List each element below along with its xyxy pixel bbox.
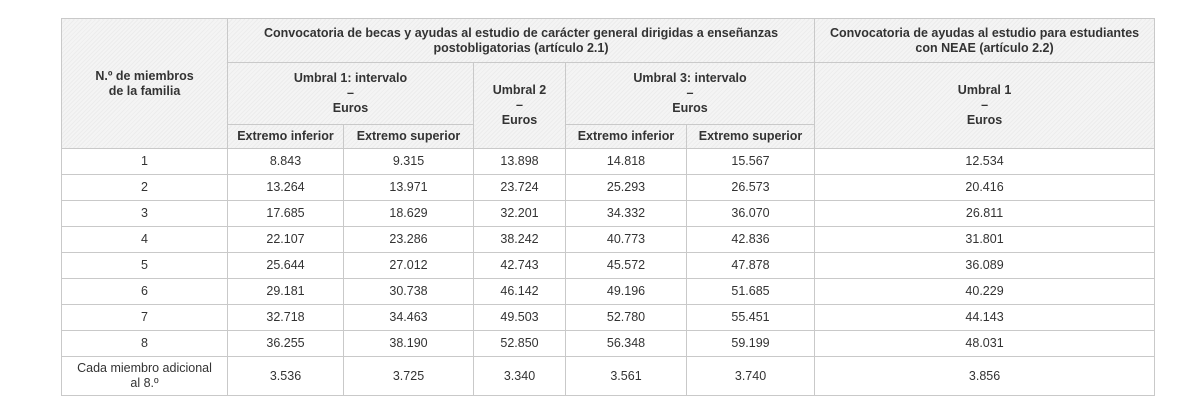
umbral3-upper-cell: 36.070 (685, 200, 816, 227)
umbral2-cell: 49.503 (473, 304, 566, 331)
umbral1-upper-cell: 38.190 (343, 330, 474, 357)
neae-cell: 40.229 (814, 278, 1156, 305)
umbral1-lower-cell: 32.718 (227, 304, 344, 331)
table-row: 6 29.181 30.738 46.142 49.196 51.685 40.… (61, 278, 1156, 305)
umbral3-lower-cell: 40.773 (565, 226, 687, 253)
umbral2-cell: 32.201 (473, 200, 566, 227)
row-label: Cada miembro adicional al 8.º (61, 356, 228, 396)
row-label: 2 (61, 174, 228, 201)
umbral3-upper-cell: 3.740 (685, 356, 816, 396)
umbral3-lower-header: Extremo inferior (565, 124, 687, 149)
neae-cell: 12.534 (814, 148, 1156, 175)
row-label: 1 (61, 148, 228, 175)
umbral3-upper-cell: 42.836 (685, 226, 816, 253)
table-row: 4 22.107 23.286 38.242 40.773 42.836 31.… (61, 226, 1156, 253)
umbral1-upper-cell: 27.012 (343, 252, 474, 279)
umbral1-upper-cell: 3.725 (343, 356, 474, 396)
family-members-header: N.º de miembros de la familia (61, 18, 228, 149)
umbral2-cell: 3.340 (473, 356, 566, 396)
umbral1-lower-cell: 22.107 (227, 226, 344, 253)
umbral1-upper-cell: 34.463 (343, 304, 474, 331)
umbral3-lower-cell: 34.332 (565, 200, 687, 227)
table-row: 7 32.718 34.463 49.503 52.780 55.451 44.… (61, 304, 1156, 331)
umbral1-upper-cell: 23.286 (343, 226, 474, 253)
umbral1-upper-cell: 9.315 (343, 148, 474, 175)
umbral2-header: Umbral 2– Euros (473, 62, 566, 149)
neae-cell: 44.143 (814, 304, 1156, 331)
neae-cell: 31.801 (814, 226, 1156, 253)
neae-cell: 48.031 (814, 330, 1156, 357)
umbral1-lower-cell: 17.685 (227, 200, 344, 227)
row-label: 5 (61, 252, 228, 279)
umbral2-cell: 46.142 (473, 278, 566, 305)
umbral1-upper-cell: 13.971 (343, 174, 474, 201)
umbral1-lower-cell: 3.536 (227, 356, 344, 396)
table-row-additional-member: Cada miembro adicional al 8.º 3.536 3.725… (61, 356, 1156, 396)
table-row: 8 36.255 38.190 52.850 56.348 59.199 48.… (61, 330, 1156, 357)
umbral3-lower-cell: 25.293 (565, 174, 687, 201)
table-row: 3 17.685 18.629 32.201 34.332 36.070 26.… (61, 200, 1156, 227)
neae-umbral1-header: Umbral 1– Euros (814, 62, 1156, 149)
row-label: 4 (61, 226, 228, 253)
umbral3-header: Umbral 3: intervalo – Euros (564, 62, 816, 125)
umbral1-lower-cell: 8.843 (227, 148, 344, 175)
umbral1-upper-header: Extremo superior (343, 124, 474, 149)
umbral3-lower-cell: 3.561 (565, 356, 687, 396)
umbral1-lower-cell: 25.644 (227, 252, 344, 279)
neae-cell: 3.856 (814, 356, 1156, 396)
thresholds-table: N.º de miembros de la familia Convocatori… (61, 18, 1156, 396)
umbral3-lower-cell: 56.348 (565, 330, 687, 357)
general-grants-header: Convocatoria de becas y ayudas al estudi… (226, 18, 816, 63)
umbral3-lower-cell: 45.572 (565, 252, 687, 279)
umbral3-upper-cell: 15.567 (685, 148, 816, 175)
umbral3-upper-header: Extremo superior (685, 124, 816, 149)
row-label: 6 (61, 278, 228, 305)
umbral3-upper-cell: 51.685 (685, 278, 816, 305)
row-label: 7 (61, 304, 228, 331)
table-row: 1 8.843 9.315 13.898 14.818 15.567 12.53… (61, 148, 1156, 175)
neae-cell: 26.811 (814, 200, 1156, 227)
umbral1-lower-cell: 29.181 (227, 278, 344, 305)
umbral3-upper-cell: 55.451 (685, 304, 816, 331)
umbral1-header: Umbral 1: intervalo – Euros (227, 62, 474, 125)
umbral3-upper-cell: 47.878 (685, 252, 816, 279)
umbral1-lower-header: Extremo inferior (227, 124, 344, 149)
row-label: 3 (61, 200, 228, 227)
umbral2-cell: 23.724 (473, 174, 566, 201)
neae-grants-header: Convocatoria de ayudas al estudio para e… (814, 18, 1156, 63)
umbral2-cell: 52.850 (473, 330, 566, 357)
table-row: 2 13.264 13.971 23.724 25.293 26.573 20.… (61, 174, 1156, 201)
umbral3-upper-cell: 59.199 (685, 330, 816, 357)
umbral3-upper-cell: 26.573 (685, 174, 816, 201)
umbral2-cell: 38.242 (473, 226, 566, 253)
umbral1-lower-cell: 13.264 (227, 174, 344, 201)
umbral2-cell: 13.898 (473, 148, 566, 175)
umbral3-lower-cell: 14.818 (565, 148, 687, 175)
table-row: 5 25.644 27.012 42.743 45.572 47.878 36.… (61, 252, 1156, 279)
umbral3-lower-cell: 49.196 (565, 278, 687, 305)
neae-cell: 20.416 (814, 174, 1156, 201)
umbral1-upper-cell: 18.629 (343, 200, 474, 227)
row-label: 8 (61, 330, 228, 357)
umbral1-upper-cell: 30.738 (343, 278, 474, 305)
umbral1-lower-cell: 36.255 (227, 330, 344, 357)
neae-cell: 36.089 (814, 252, 1156, 279)
umbral3-lower-cell: 52.780 (565, 304, 687, 331)
umbral2-cell: 42.743 (473, 252, 566, 279)
